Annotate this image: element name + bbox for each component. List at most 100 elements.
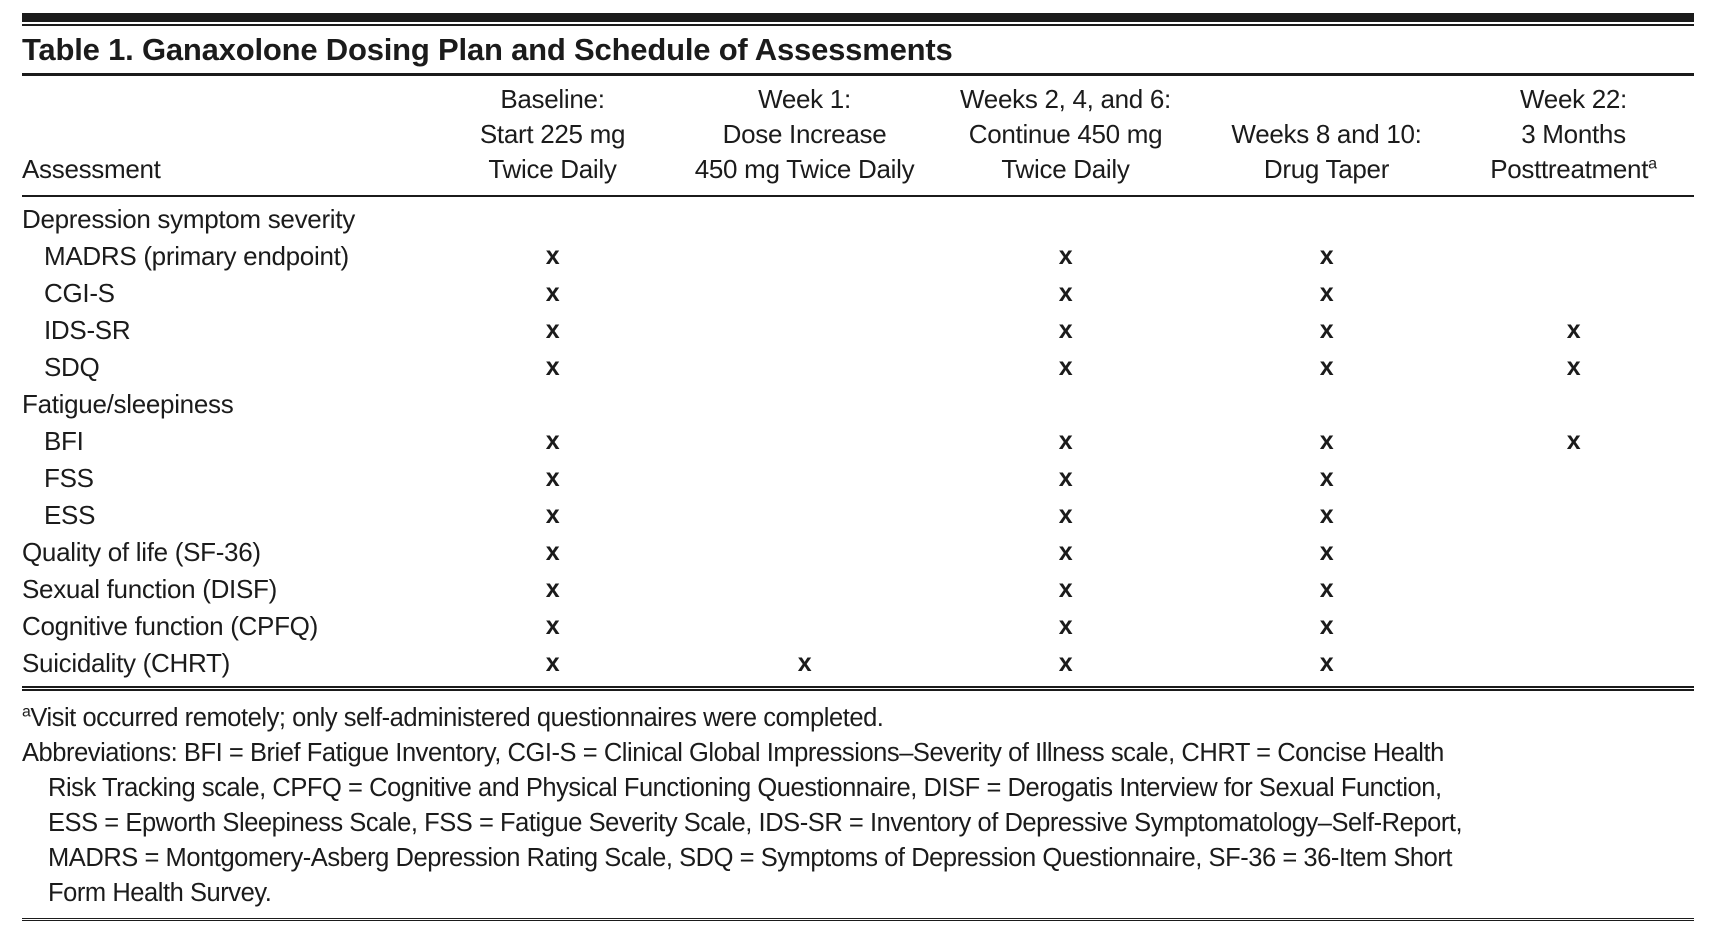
assessment-mark: x: [1566, 316, 1581, 344]
assessment-mark-empty: [931, 386, 1200, 423]
assessment-mark-empty: [678, 423, 931, 460]
table-row: Depression symptom severity: [22, 196, 1694, 238]
row-label: ESS: [44, 500, 96, 530]
assessment-mark: x: [545, 464, 560, 492]
column-header-line: Week 1:: [758, 84, 851, 114]
column-header-week-1: Week 1: Dose Increase 450 mg Twice Daily: [678, 76, 931, 197]
column-header-line: Start 225 mg: [479, 119, 626, 149]
row-label: Suicidality (CHRT): [22, 648, 230, 678]
assessment-mark: x: [1566, 427, 1581, 455]
footnote-marker: a: [22, 703, 31, 721]
table-figure: Table 1. Ganaxolone Dosing Plan and Sche…: [22, 13, 1694, 921]
assessment-mark-empty: [678, 460, 931, 497]
column-header-line: 450 mg Twice Daily: [694, 154, 915, 184]
assessment-mark: x: [1058, 575, 1073, 603]
column-header-baseline: Baseline: Start 225 mg Twice Daily: [427, 76, 678, 197]
column-header-assessment: Assessment: [22, 76, 427, 197]
assessment-mark: x: [1058, 316, 1073, 344]
column-header-line: Weeks 2, 4, and 6:: [960, 84, 1171, 114]
abbreviations-line: Form Health Survey.: [48, 879, 272, 907]
assessment-mark: x: [545, 575, 560, 603]
bottom-rule: [22, 918, 1694, 921]
assessment-mark: x: [1058, 501, 1073, 529]
row-label: BFI: [44, 426, 84, 456]
assessment-mark-empty: [678, 196, 931, 238]
header-row: Assessment Baseline: Start 225 mg Twice Dai…: [22, 76, 1694, 197]
assessment-mark-empty: [1453, 645, 1694, 682]
assessment-mark-empty: [931, 196, 1200, 238]
assessment-mark: x: [1058, 427, 1073, 455]
assessment-mark: x: [1319, 538, 1334, 566]
table-row: ESS x x x: [22, 497, 1694, 534]
assessment-mark: x: [545, 612, 560, 640]
abbreviations-line: Risk Tracking scale, CPFQ = Cognitive an…: [48, 774, 1442, 802]
body-bottom-rule: [22, 686, 1694, 691]
assessment-mark: x: [1058, 279, 1073, 307]
assessment-mark-empty: [678, 608, 931, 645]
row-label: FSS: [44, 463, 94, 493]
table-row: CGI-S x x x: [22, 275, 1694, 312]
assessment-mark: x: [545, 316, 560, 344]
column-header-week-22: Week 22: 3 Months Posttreatmenta: [1453, 76, 1694, 197]
table-row: Sexual function (DISF) x x x: [22, 571, 1694, 608]
assessment-mark: x: [1058, 353, 1073, 381]
assessment-mark: x: [1319, 353, 1334, 381]
footnote-remote-visit-text: Visit occurred remotely; only self-admin…: [30, 704, 884, 732]
table-title: Table 1. Ganaxolone Dosing Plan and Sche…: [22, 32, 953, 67]
top-thin-rule: [22, 24, 1694, 26]
assessment-mark-empty: [1453, 608, 1694, 645]
assessment-mark: x: [1319, 501, 1334, 529]
table-row: Quality of life (SF-36) x x x: [22, 534, 1694, 571]
assessment-mark-empty: [1453, 196, 1694, 238]
assessment-mark: x: [545, 353, 560, 381]
table-body: Depression symptom severity MADRS (primar…: [22, 196, 1694, 682]
assessment-mark-empty: [1200, 386, 1453, 423]
column-header-line: Week 22:: [1520, 84, 1627, 114]
table-row: Fatigue/sleepiness: [22, 386, 1694, 423]
assessment-mark: x: [1319, 464, 1334, 492]
title-rule: [22, 73, 1694, 76]
assessment-mark: x: [1319, 649, 1334, 677]
column-header-line: Drug Taper: [1263, 154, 1390, 184]
assessment-mark-empty: [678, 238, 931, 275]
table-row: MADRS (primary endpoint) x x x: [22, 238, 1694, 275]
assessment-mark-empty: [1200, 196, 1453, 238]
assessment-mark-empty: [678, 312, 931, 349]
column-header-line: 3 Months: [1521, 119, 1626, 149]
table-row: Cognitive function (CPFQ) x x x: [22, 608, 1694, 645]
assessment-mark: x: [1058, 649, 1073, 677]
assessment-mark: x: [545, 427, 560, 455]
row-label: CGI-S: [44, 278, 115, 308]
assessment-mark-empty: [427, 386, 678, 423]
row-label: Quality of life (SF-36): [22, 537, 261, 567]
assessment-mark: x: [1566, 353, 1581, 381]
table-row: SDQ x x x x: [22, 349, 1694, 386]
assessment-mark-empty: [678, 534, 931, 571]
assessment-mark: x: [1319, 316, 1334, 344]
assessment-mark: x: [545, 538, 560, 566]
assessment-mark-empty: [1453, 238, 1694, 275]
column-header-line: Twice Daily: [1001, 154, 1130, 184]
assessment-mark-empty: [427, 196, 678, 238]
abbreviations-line: MADRS = Montgomery-Asberg Depression Rat…: [48, 844, 1453, 872]
assessment-mark: x: [1319, 279, 1334, 307]
abbreviations-line: ESS = Epworth Sleepiness Scale, FSS = Fa…: [48, 809, 1463, 837]
column-header-line: Assessment: [22, 154, 161, 184]
row-label: Sexual function (DISF): [22, 574, 277, 604]
assessment-mark-empty: [678, 349, 931, 386]
table-header: Assessment Baseline: Start 225 mg Twice Dai…: [22, 76, 1694, 197]
assessment-mark-empty: [1453, 497, 1694, 534]
row-label: IDS-SR: [44, 315, 131, 345]
assessment-mark: x: [1319, 242, 1334, 270]
assessment-mark: x: [1319, 427, 1334, 455]
assessment-mark-empty: [1453, 386, 1694, 423]
assessment-mark: x: [1058, 464, 1073, 492]
row-label: Cognitive function (CPFQ): [22, 611, 318, 641]
assessment-mark: x: [1058, 242, 1073, 270]
column-header-line: Posttreatmenta: [1490, 154, 1657, 184]
assessment-mark: x: [1058, 612, 1073, 640]
row-label: MADRS (primary endpoint): [44, 241, 349, 271]
assessment-mark: x: [1058, 538, 1073, 566]
table-row: IDS-SR x x x x: [22, 312, 1694, 349]
assessment-mark-empty: [678, 497, 931, 534]
